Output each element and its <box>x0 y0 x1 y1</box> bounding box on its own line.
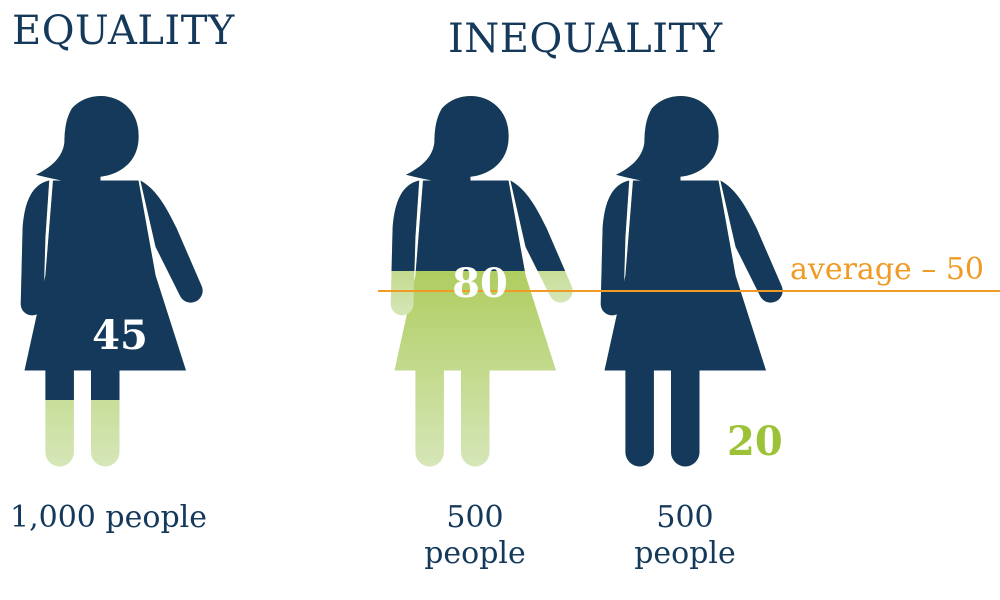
equality-caption-line1: 1,000 people <box>10 500 207 535</box>
inequality-heading: INEQUALITY <box>448 16 723 62</box>
high-caption-line1: 500 <box>446 500 504 535</box>
equality-value: 45 <box>92 312 148 359</box>
high-caption: 500 people <box>405 500 545 572</box>
low-caption-line2: people <box>634 536 736 571</box>
figure-equality <box>20 96 203 467</box>
equality-caption: 1,000 people <box>10 500 220 536</box>
low-value: 20 <box>727 418 783 465</box>
figure-low-dark <box>600 96 783 398</box>
low-caption-line1: 500 <box>656 500 714 535</box>
average-label: average – 50 <box>790 252 985 287</box>
equality-heading: EQUALITY <box>12 8 235 54</box>
low-caption: 500 people <box>615 500 755 572</box>
figure-inequality-low <box>600 96 783 467</box>
high-caption-line2: people <box>424 536 526 571</box>
high-value: 80 <box>452 260 508 307</box>
